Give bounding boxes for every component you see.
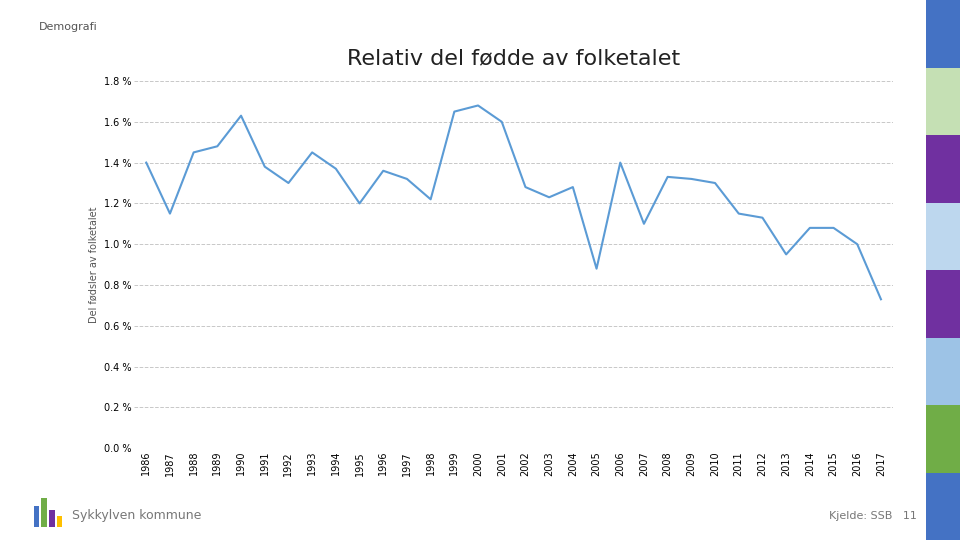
Del fødde av folketal <box>756 214 768 221</box>
Del fødde av folketal <box>496 119 508 125</box>
Del fødde av folketal <box>235 112 247 119</box>
Del fødde av folketal <box>543 194 555 200</box>
Del fødde av folketal <box>567 184 579 190</box>
Del fødde av folketal <box>685 176 697 182</box>
Del fødde av folketal <box>211 143 223 150</box>
Del fødde av folketal <box>401 176 413 182</box>
Del fødde av folketal <box>828 225 839 231</box>
Del fødde av folketal <box>638 220 650 227</box>
Del fødde av folketal <box>282 180 294 186</box>
Del fødde av folketal <box>709 180 721 186</box>
Del fødde av folketal <box>661 174 673 180</box>
Del fødde av folketal <box>377 167 389 174</box>
Del fødde av folketal <box>330 165 342 172</box>
Del fødde av folketal <box>852 241 863 247</box>
Del fødde av folketal <box>306 149 318 156</box>
Del fødde av folketal <box>164 211 176 217</box>
Line: Del fødde av folketal: Del fødde av folketal <box>146 105 881 299</box>
Text: Kjelde: SSB   11: Kjelde: SSB 11 <box>828 511 917 521</box>
Del fødde av folketal <box>259 164 271 170</box>
Text: Demografi: Demografi <box>38 22 97 32</box>
Del fødde av folketal <box>354 200 366 207</box>
Title: Relativ del fødde av folketalet: Relativ del fødde av folketalet <box>347 49 681 69</box>
Del fødde av folketal <box>140 159 152 166</box>
Del fødde av folketal <box>425 196 437 202</box>
Del fødde av folketal <box>188 149 200 156</box>
Del fødde av folketal <box>804 225 816 231</box>
Del fødde av folketal <box>472 102 484 109</box>
Del fødde av folketal <box>780 251 792 258</box>
Del fødde av folketal <box>733 211 745 217</box>
Del fødde av folketal <box>590 266 602 272</box>
Del fødde av folketal <box>448 109 460 115</box>
Y-axis label: Del fødsler av folketalet: Del fødsler av folketalet <box>88 206 99 323</box>
Del fødde av folketal <box>519 184 531 190</box>
Text: Sykkylven kommune: Sykkylven kommune <box>72 509 202 522</box>
Del fødde av folketal <box>876 296 887 302</box>
Del fødde av folketal <box>614 159 626 166</box>
